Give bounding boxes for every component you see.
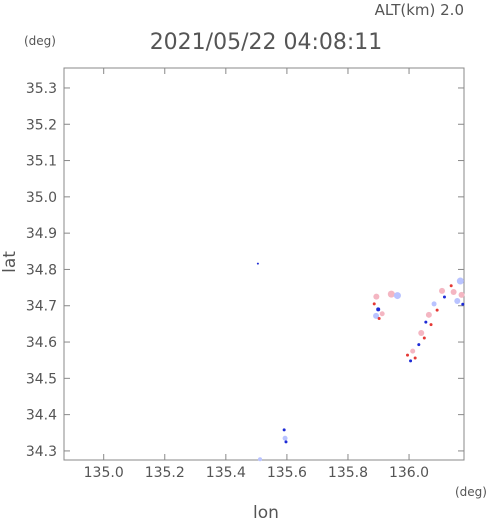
echo-point (406, 353, 410, 357)
echo-point (449, 284, 453, 288)
echo-point (435, 308, 439, 312)
echo-point (429, 323, 433, 327)
echo-point (282, 428, 286, 432)
y-tick-label: 34.3 (26, 444, 57, 460)
echo-point (458, 291, 465, 298)
y-tick-label: 34.9 (26, 226, 57, 242)
echo-point (422, 336, 426, 340)
y-tick-label: 34.7 (26, 299, 57, 315)
echo-point (439, 287, 446, 294)
echo-point (377, 316, 381, 320)
echo-point (410, 348, 416, 354)
echo-point (376, 307, 381, 312)
echo-point (424, 320, 428, 324)
chart-title: 2021/05/22 04:08:11 (150, 30, 383, 55)
echo-point (373, 312, 380, 319)
echo-point (417, 343, 421, 347)
echo-point (393, 292, 401, 300)
y-tick-label: 35.3 (26, 81, 57, 97)
y-tick-label: 34.6 (26, 335, 57, 351)
y-tick-label: 35.0 (26, 190, 57, 206)
y-tick-label: 35.1 (26, 154, 57, 170)
echo-point (256, 262, 259, 265)
x-tick-label: 135.4 (206, 465, 246, 481)
echo-point (442, 295, 446, 299)
echo-point (431, 301, 437, 307)
x-axis-label: lon (253, 503, 279, 521)
echo-point (454, 298, 461, 305)
y-tick-label: 34.5 (26, 371, 57, 387)
plot-frame (63, 67, 465, 461)
echo-point (409, 359, 413, 363)
x-tick-label: 136.0 (389, 465, 429, 481)
y-tick-label: 35.2 (26, 117, 57, 133)
x-tick-label: 135.8 (328, 465, 368, 481)
echo-point (450, 288, 457, 295)
echo-point (373, 293, 380, 300)
echo-point (379, 311, 385, 317)
y-axis-label: lat (0, 251, 20, 273)
echo-point (456, 277, 464, 285)
x-tick-label: 135.0 (84, 465, 124, 481)
echo-point (413, 356, 417, 360)
ticks-layer: 34.3 34.4 34.5 34.6 34.7 34.8 34.9 35.0 35.1 35.2… (26, 68, 464, 481)
echo-point (282, 435, 288, 441)
altitude-label: ALT(km) 2.0 (375, 1, 464, 19)
echo-point (372, 302, 376, 306)
echo-point (425, 311, 432, 318)
echo-point (387, 290, 395, 298)
echo-point (418, 329, 425, 336)
x-tick-label: 135.2 (145, 465, 185, 481)
x-tick-label: 135.6 (267, 465, 307, 481)
echo-point (284, 440, 288, 444)
y-tick-label: 34.8 (26, 262, 57, 278)
x-unit-label: (deg) (455, 485, 487, 499)
y-tick-label: 34.4 (26, 408, 57, 424)
points-layer (256, 262, 465, 462)
echo-point (461, 302, 465, 306)
echo-point (258, 457, 263, 462)
y-unit-label: (deg) (24, 34, 56, 48)
